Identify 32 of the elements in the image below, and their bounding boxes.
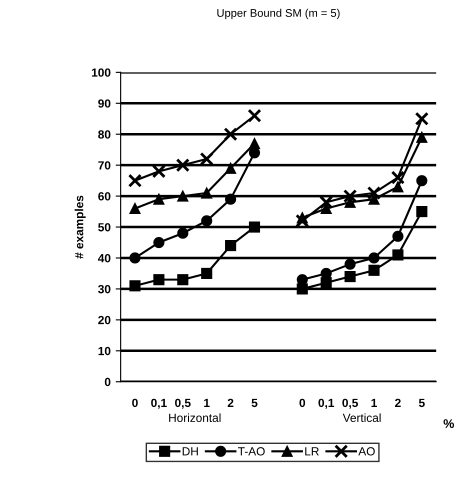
y-tick-label: 0 — [104, 378, 110, 386]
x-tick-label: 0,5 — [342, 398, 358, 409]
y-tick-label: 30 — [98, 284, 110, 294]
x-axis-title: % — [444, 419, 454, 428]
x-tick-label: 5 — [252, 398, 258, 408]
x-tick-label: 2 — [395, 398, 401, 407]
x-tick-label: 0 — [299, 398, 306, 408]
x-tick-label: 0,1 — [151, 398, 167, 409]
y-axis-title: # examples — [74, 196, 86, 259]
x-tick-label: 2 — [228, 398, 234, 407]
x-tick-label: 1 — [371, 398, 377, 407]
text: Vertical — [342, 413, 381, 422]
legend-label: T-AO — [238, 447, 265, 456]
y-tick-label: 80 — [98, 130, 110, 139]
x-tick-label: 1 — [204, 398, 210, 407]
y-tick-label: 60 — [98, 192, 110, 200]
y-tick-label: 100 — [92, 68, 110, 77]
chart-title: Upper Bound SM (m = 5) — [217, 8, 340, 20]
legend-label: LR — [305, 447, 319, 456]
x-tick-label: 0,5 — [175, 398, 191, 409]
y-tick-label: 10 — [98, 346, 110, 356]
text: Horizontal — [169, 413, 221, 422]
y-tick-label: 70 — [98, 161, 110, 170]
x-tick-label: 0,1 — [318, 398, 334, 409]
y-tick-label: 20 — [98, 316, 110, 324]
legend-label: DH — [182, 447, 198, 456]
y-tick-label: 40 — [98, 254, 110, 262]
legend-label: AO — [358, 447, 375, 456]
y-tick-label: 50 — [98, 223, 110, 232]
x-tick-label: 5 — [418, 398, 425, 408]
y-tick-label: 90 — [98, 99, 110, 108]
x-tick-label: 0 — [132, 398, 138, 408]
